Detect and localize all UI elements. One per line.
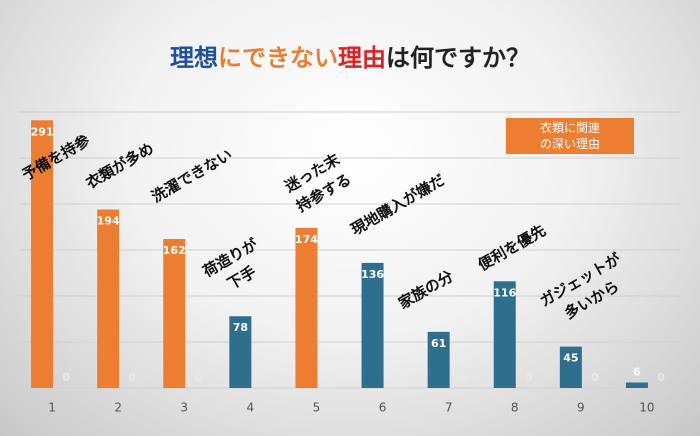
value-label: 0 [327,371,335,384]
x-tick-label: 1 [48,401,56,415]
value-label: 291 [31,125,54,138]
bar [559,346,582,388]
bar [163,238,186,388]
value-label: 45 [563,352,578,365]
value-label: 0 [459,371,467,384]
value-label: 136 [361,268,384,281]
x-tick-label: 2 [114,401,122,415]
value-label: 116 [493,286,516,299]
x-tick-label: 9 [577,401,585,415]
x-tick-label: 6 [379,401,387,415]
x-tick-label: 4 [247,401,255,415]
x-tick-label: 5 [313,401,321,415]
title-part: 理想 [170,44,218,72]
value-label: 0 [194,371,202,384]
title-part: 理由 [338,44,386,72]
value-label: 0 [62,371,70,384]
value-label: 78 [233,321,248,334]
title-part: にできない [218,44,338,72]
bar [295,227,318,388]
value-label: 61 [431,337,446,350]
value-label: 0 [525,371,533,384]
value-label: 0 [657,371,665,384]
x-tick-label: 10 [639,401,654,415]
value-label: 194 [97,215,120,228]
bar [493,281,516,388]
value-label: 174 [295,233,318,246]
x-tick-label: 3 [180,401,188,415]
bar [31,120,54,388]
bar [97,209,120,388]
chart-title: 理想にできない理由は何ですか？ [0,38,700,73]
bar [427,331,450,388]
x-tick-label: 8 [511,401,519,415]
title-part: は何ですか？ [386,44,530,72]
value-label: 162 [163,244,186,257]
bar [625,382,648,388]
value-label: 0 [128,371,136,384]
legend: 衣類に関連 の深い理由 [506,118,634,154]
x-tick-label: 7 [445,401,453,415]
value-label: 0 [393,371,401,384]
bar [361,262,384,388]
value-label: 6 [633,365,641,378]
bar [229,316,252,388]
value-label: 0 [261,371,269,384]
value-label: 0 [591,371,599,384]
